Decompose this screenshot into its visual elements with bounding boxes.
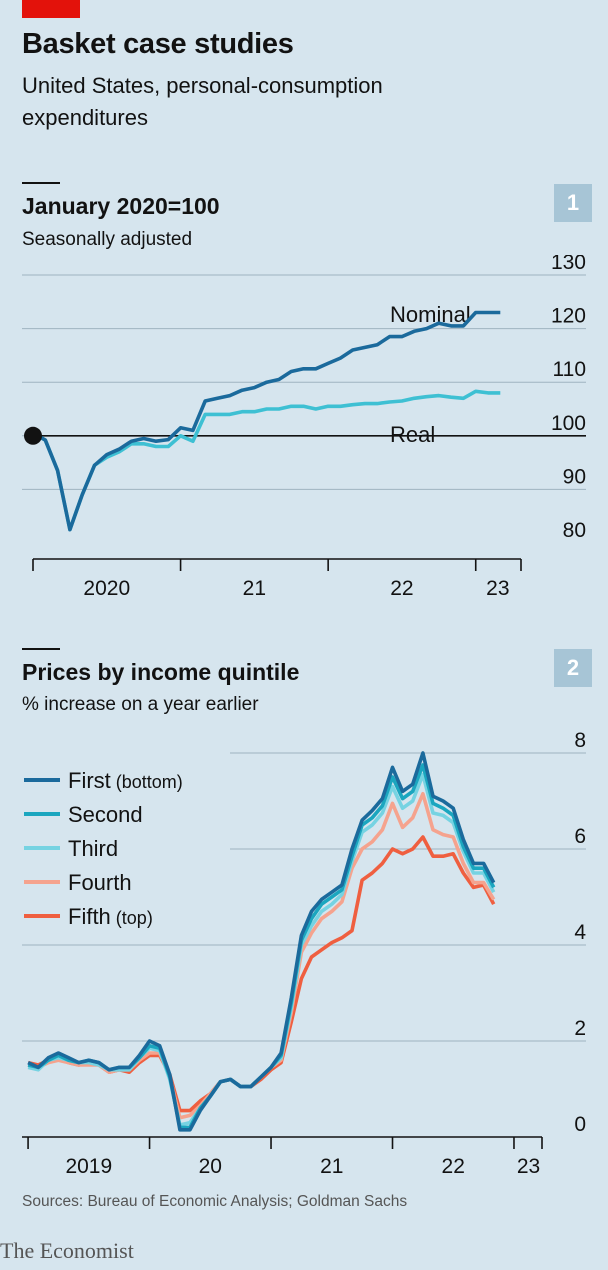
series-line-real	[32, 389, 501, 532]
x-tick-label: 23	[486, 577, 509, 600]
headline: Basket case studies	[22, 28, 294, 60]
x-tick-label: 2020	[83, 577, 130, 600]
panel2-title: Prices by income quintile	[22, 659, 300, 685]
y-tick-label: 110	[553, 358, 586, 381]
series-line-first	[27, 751, 496, 1132]
source-note: Sources: Bureau of Economic Analysis; Go…	[22, 1193, 408, 1210]
panel1-badge: 1	[554, 184, 592, 222]
y-tick-label: 130	[551, 255, 586, 274]
panel2-badge: 2	[554, 649, 592, 687]
y-tick-label: 100	[551, 412, 586, 435]
panel1-chart: 80 90 100 110 120 130 2020 21 22 23 Nominal Real	[22, 255, 586, 600]
series-line-nominal	[32, 310, 501, 532]
series-label-real: Real	[390, 422, 435, 447]
x-tick-label: 22	[390, 577, 413, 600]
x-tick-label: 21	[243, 577, 266, 600]
legend-label-third: Third	[68, 836, 118, 861]
y-tick-label: 8	[574, 729, 586, 752]
x-tick-label: 23	[517, 1155, 540, 1178]
y-tick-label: 4	[574, 921, 586, 944]
legend-label-fifth: Fifth (top)	[68, 904, 153, 929]
y-tick-label: 90	[563, 465, 586, 488]
panel2-rule	[22, 648, 60, 650]
economist-logo: The Economist	[0, 1238, 134, 1263]
legend-label-fourth: Fourth	[68, 870, 132, 895]
x-tick-label: 20	[199, 1155, 222, 1178]
subhead: United States, personal-consumption expe…	[22, 73, 383, 130]
y-tick-label: 80	[563, 519, 586, 542]
series-label-nominal: Nominal	[390, 302, 471, 327]
legend-label-first: First (bottom)	[68, 768, 183, 793]
brand-red-tab	[22, 0, 80, 18]
panel1-title: January 2020=100	[22, 193, 220, 219]
legend-label-second: Second	[68, 802, 143, 827]
panel2-subtitle: % increase on a year earlier	[22, 694, 259, 715]
x-tick-label: 22	[442, 1155, 465, 1178]
panel1-subtitle: Seasonally adjusted	[22, 229, 193, 250]
series-line-third	[27, 772, 496, 1127]
y-tick-label: 2	[574, 1017, 586, 1040]
panel1-rule	[22, 182, 60, 184]
start-marker-dot	[24, 426, 42, 445]
legend-suffix: (bottom)	[111, 772, 183, 792]
y-tick-label: 6	[574, 825, 586, 848]
x-tick-label: 2019	[65, 1155, 112, 1178]
y-tick-label: 0	[574, 1113, 586, 1136]
panel2-chart: 0 2 4 6 8 2019 20 21 22 23 First (bottom) Second Thi…	[22, 729, 586, 1178]
x-tick-label: 21	[320, 1155, 343, 1178]
legend-suffix: (top)	[111, 908, 153, 928]
y-tick-label: 120	[551, 305, 586, 328]
